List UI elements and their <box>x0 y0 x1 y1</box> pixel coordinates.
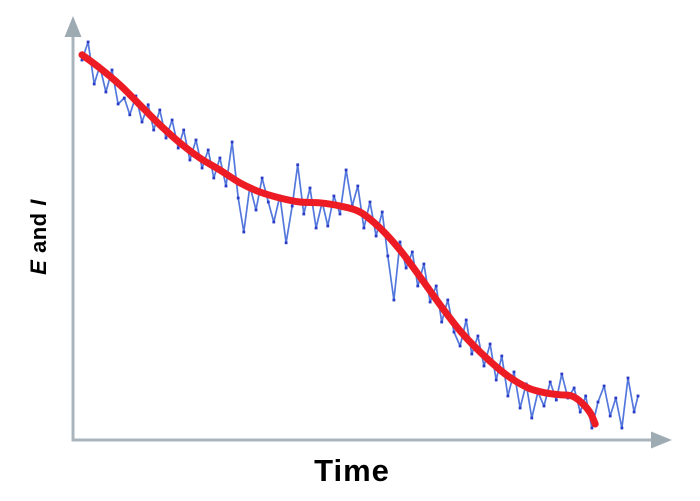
data-point-marker <box>596 400 600 404</box>
data-point-marker <box>158 108 162 112</box>
data-point-marker <box>194 138 198 142</box>
data-point-marker <box>206 148 210 152</box>
trend-series <box>78 51 599 428</box>
data-point-marker <box>428 300 432 304</box>
data-point-marker <box>578 410 582 414</box>
data-point-marker <box>446 298 450 302</box>
noisy-series <box>80 40 640 430</box>
data-point-marker <box>476 334 480 338</box>
data-point-marker <box>110 68 114 72</box>
data-point-marker <box>636 394 640 398</box>
data-point-marker <box>182 128 186 132</box>
data-point-marker <box>338 212 342 216</box>
data-point-marker <box>626 376 630 380</box>
y-label-conjunction: and <box>26 205 51 260</box>
data-point-marker <box>92 82 96 86</box>
y-label-symbol-i: I <box>26 199 51 206</box>
y-axis-arrowhead <box>64 16 82 37</box>
data-point-marker <box>146 103 150 107</box>
data-point-marker <box>308 186 312 190</box>
data-point-marker <box>80 58 84 62</box>
data-point-marker <box>548 380 552 384</box>
data-point-marker <box>374 234 378 238</box>
data-point-marker <box>218 156 222 160</box>
x-axis-arrowhead <box>651 431 672 449</box>
x-axis-label: Time <box>314 453 390 488</box>
data-point-marker <box>434 284 438 288</box>
data-point-marker <box>602 384 606 388</box>
data-point-marker <box>518 406 522 410</box>
data-point-marker <box>620 426 624 430</box>
data-point-marker <box>584 394 588 398</box>
data-point-marker <box>122 96 126 100</box>
data-point-marker <box>116 102 120 106</box>
data-point-marker <box>296 163 300 167</box>
data-point-marker <box>590 426 594 430</box>
data-point-marker <box>170 118 174 122</box>
data-point-marker <box>458 344 462 348</box>
data-point-marker <box>608 414 612 418</box>
data-point-marker <box>86 40 90 44</box>
data-point-marker <box>332 194 336 198</box>
data-point-marker <box>326 224 330 228</box>
data-point-marker <box>212 176 216 180</box>
data-point-marker <box>200 166 204 170</box>
data-point-marker <box>398 240 402 244</box>
trend-line <box>78 51 599 428</box>
axes <box>64 16 672 449</box>
data-point-marker <box>500 354 504 358</box>
data-point-marker <box>488 342 492 346</box>
data-point-marker <box>362 226 366 230</box>
data-point-marker <box>452 330 456 334</box>
data-point-marker <box>260 176 264 180</box>
data-point-marker <box>506 394 510 398</box>
data-point-marker <box>272 220 276 224</box>
data-point-marker <box>530 416 534 420</box>
data-point-marker <box>368 200 372 204</box>
data-point-marker <box>404 266 408 270</box>
data-point-marker <box>254 208 258 212</box>
data-point-marker <box>230 140 234 144</box>
data-point-marker <box>344 168 348 172</box>
data-point-marker <box>512 370 516 374</box>
data-point-marker <box>302 212 306 216</box>
data-point-marker <box>104 90 108 94</box>
data-point-marker <box>572 386 576 390</box>
data-point-marker <box>410 250 414 254</box>
data-point-marker <box>224 184 228 188</box>
data-point-marker <box>164 136 168 140</box>
data-point-marker <box>380 210 384 214</box>
data-point-marker <box>542 404 546 408</box>
data-point-marker <box>614 396 618 400</box>
data-point-marker <box>236 196 240 200</box>
data-point-marker <box>152 128 156 132</box>
data-point-marker <box>416 284 420 288</box>
data-point-marker <box>632 410 636 414</box>
data-point-marker <box>314 226 318 230</box>
data-point-marker <box>176 146 180 150</box>
y-axis-label: E and I <box>26 199 52 275</box>
data-point-marker <box>482 364 486 368</box>
data-point-marker <box>392 298 396 302</box>
noisy-series-line <box>81 41 639 429</box>
data-point-marker <box>494 378 498 382</box>
y-label-symbol-e: E <box>26 259 51 275</box>
data-point-marker <box>284 241 288 245</box>
data-point-marker <box>242 230 246 234</box>
data-point-marker <box>128 113 132 117</box>
data-point-marker <box>140 120 144 124</box>
data-point-marker <box>440 320 444 324</box>
data-point-marker <box>356 184 360 188</box>
data-point-marker <box>266 200 270 204</box>
data-point-marker <box>422 262 426 266</box>
data-point-marker <box>560 372 564 376</box>
data-point-marker <box>290 204 294 208</box>
data-point-marker <box>470 352 474 356</box>
data-point-marker <box>188 158 192 162</box>
data-point-marker <box>554 398 558 402</box>
data-point-marker <box>464 318 468 322</box>
data-point-marker <box>386 254 390 258</box>
